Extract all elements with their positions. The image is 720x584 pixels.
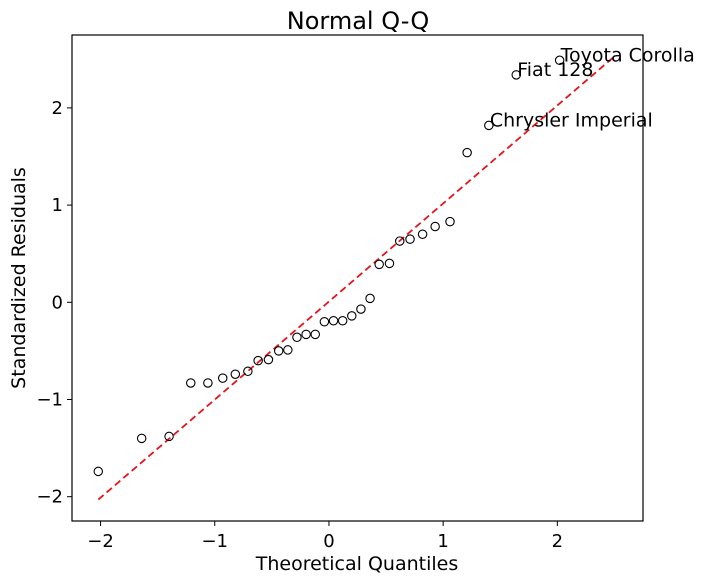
data-point: [445, 216, 455, 227]
point-annotation: Toyota Corolla: [560, 44, 695, 66]
x-tick-label: 1: [437, 531, 448, 552]
x-tick-label: 0: [323, 531, 334, 552]
reference-line: [97, 55, 616, 501]
y-tick-label: 2: [52, 98, 63, 119]
data-point: [301, 329, 311, 340]
x-tick-label: −2: [87, 531, 114, 552]
data-point: [405, 234, 415, 244]
y-tick-label: 1: [52, 195, 63, 216]
y-tick-label: 0: [52, 292, 63, 313]
data-point: [310, 329, 320, 340]
data-point: [217, 373, 228, 383]
data-point: [283, 345, 293, 355]
data-point: [273, 346, 284, 356]
data-point: [93, 466, 104, 477]
data-point: [384, 258, 395, 269]
y-axis-title: Standardized Residuals: [8, 167, 30, 389]
data-point: [186, 378, 196, 388]
x-tick-label: 2: [552, 531, 563, 552]
data-point: [374, 259, 384, 270]
data-point: [243, 366, 253, 377]
data-point: [462, 147, 472, 158]
data-point: [328, 316, 339, 326]
data-point: [263, 354, 274, 365]
data-point: [365, 293, 375, 304]
data-point: [337, 316, 348, 326]
data-point: [203, 378, 213, 388]
data-point: [253, 355, 263, 366]
data-point: [164, 431, 174, 442]
y-tick-label: −1: [36, 390, 63, 411]
plot-frame: [71, 34, 644, 522]
data-point: [417, 229, 428, 240]
x-axis: −2 −1 0 1 2: [87, 521, 563, 552]
data-point: [347, 311, 357, 321]
data-point: [230, 369, 241, 379]
y-axis: −2 −1 0 1 2: [36, 98, 72, 508]
chart-title: Normal Q-Q: [287, 7, 429, 35]
x-axis-title: Theoretical Quantiles: [255, 553, 458, 575]
point-annotation: Fiat 128: [517, 59, 593, 81]
data-point: [484, 120, 494, 131]
data-point: [319, 316, 330, 327]
data-point: [430, 221, 440, 232]
data-point: [395, 236, 405, 246]
data-point: [356, 304, 366, 314]
data-point: [511, 70, 521, 80]
data-point: [136, 433, 147, 444]
data-point: [554, 55, 565, 66]
x-tick-label: −1: [201, 531, 228, 552]
data-point: [292, 332, 302, 343]
y-tick-label: −2: [36, 487, 63, 508]
point-annotation: Chrysler Imperial: [490, 109, 653, 131]
